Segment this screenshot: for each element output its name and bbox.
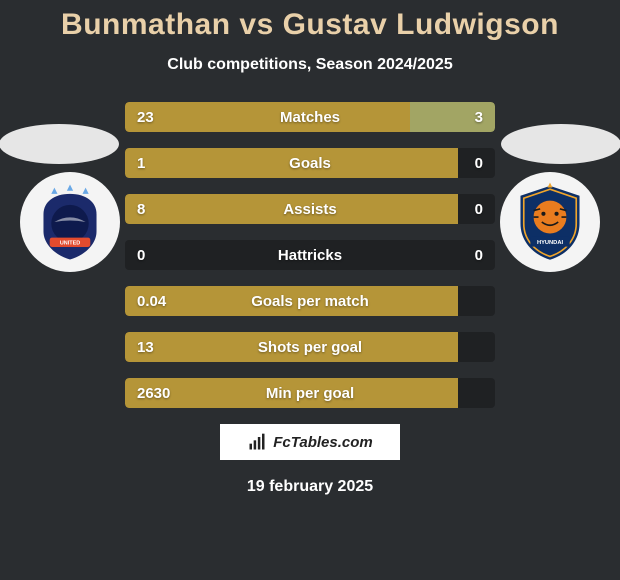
stat-label: Assists bbox=[125, 194, 495, 224]
stat-row: 0.04Goals per match bbox=[125, 286, 495, 316]
subtitle: Club competitions, Season 2024/2025 bbox=[0, 56, 620, 74]
stat-row: 2630Min per goal bbox=[125, 378, 495, 408]
stat-label: Hattricks bbox=[125, 240, 495, 270]
ulsan-crest-icon: HYUNDAI bbox=[509, 181, 591, 263]
club-crest-left: UNITED bbox=[20, 172, 120, 272]
chart-icon bbox=[247, 432, 267, 452]
comparison-card: Bunmathan vs Gustav Ludwigson Club compe… bbox=[0, 0, 620, 580]
player-shadow-left bbox=[0, 124, 119, 164]
stat-row: 00Hattricks bbox=[125, 240, 495, 270]
date-label: 19 february 2025 bbox=[0, 478, 620, 496]
stats-list: 233Matches 10Goals 80Assists 00Hattricks 0.0… bbox=[125, 102, 495, 408]
stat-label: Goals bbox=[125, 148, 495, 178]
stat-row: 233Matches bbox=[125, 102, 495, 132]
stat-label: Goals per match bbox=[125, 286, 495, 316]
stat-label: Min per goal bbox=[125, 378, 495, 408]
page-title: Bunmathan vs Gustav Ludwigson bbox=[0, 0, 620, 42]
stat-row: 13Shots per goal bbox=[125, 332, 495, 362]
stat-label: Matches bbox=[125, 102, 495, 132]
buriram-crest-icon: UNITED bbox=[31, 183, 109, 261]
svg-text:HYUNDAI: HYUNDAI bbox=[537, 240, 564, 246]
stat-row: 80Assists bbox=[125, 194, 495, 224]
player-shadow-right bbox=[501, 124, 620, 164]
club-crest-right: HYUNDAI bbox=[500, 172, 600, 272]
watermark-text: FcTables.com bbox=[273, 434, 372, 451]
svg-text:UNITED: UNITED bbox=[60, 241, 80, 247]
stat-label: Shots per goal bbox=[125, 332, 495, 362]
stat-row: 10Goals bbox=[125, 148, 495, 178]
watermark: FcTables.com bbox=[220, 424, 400, 460]
